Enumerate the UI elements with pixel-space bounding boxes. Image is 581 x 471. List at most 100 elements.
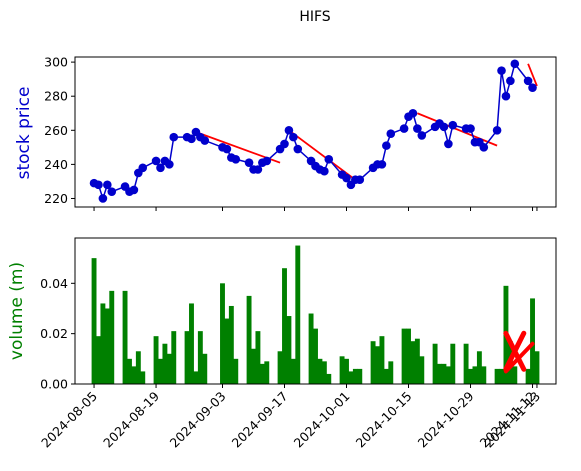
price-y-tick-label: 240 bbox=[44, 157, 68, 172]
price-point bbox=[222, 144, 232, 154]
volume-bar bbox=[352, 368, 358, 384]
volume-bar bbox=[445, 366, 451, 384]
price-y-tick-label: 280 bbox=[44, 89, 68, 104]
volume-bar bbox=[401, 328, 407, 384]
volume-bar bbox=[122, 290, 128, 384]
volume-bar bbox=[100, 303, 106, 384]
volume-bar bbox=[370, 341, 376, 384]
price-point bbox=[510, 59, 520, 69]
volume-y-tick-label: 0.04 bbox=[40, 276, 68, 291]
price-point bbox=[413, 124, 422, 133]
price-point bbox=[169, 132, 179, 142]
price-point bbox=[479, 143, 489, 152]
price-point bbox=[293, 144, 303, 154]
price-point bbox=[528, 83, 537, 92]
volume-bar bbox=[277, 351, 283, 384]
volume-series bbox=[91, 245, 540, 384]
volume-bar bbox=[153, 336, 159, 384]
volume-bar bbox=[441, 363, 447, 384]
volume-bar bbox=[109, 290, 115, 384]
price-series bbox=[89, 59, 537, 203]
volume-marker bbox=[503, 330, 535, 374]
price-point bbox=[98, 194, 108, 203]
price-point bbox=[466, 124, 475, 133]
price-point bbox=[151, 156, 161, 166]
volume-bar bbox=[344, 358, 349, 384]
price-point bbox=[444, 139, 453, 149]
volume-bar bbox=[494, 368, 500, 384]
volume-bar bbox=[379, 336, 385, 384]
volume-bar bbox=[468, 368, 473, 384]
price-point bbox=[408, 108, 418, 118]
volume-bar bbox=[135, 351, 141, 384]
price-point bbox=[386, 129, 396, 139]
price-point bbox=[342, 173, 351, 183]
volume-bar bbox=[525, 368, 531, 384]
price-point bbox=[324, 154, 334, 164]
price-y-tick-label: 300 bbox=[44, 55, 68, 70]
volume-bar bbox=[259, 363, 265, 384]
price-point bbox=[382, 141, 391, 150]
volume-bar bbox=[414, 338, 420, 384]
volume-bar bbox=[228, 305, 234, 384]
price-point bbox=[156, 163, 165, 173]
volume-bar bbox=[202, 353, 208, 384]
volume-bar bbox=[171, 331, 177, 384]
x-tick-label: 2024-11-13 bbox=[481, 389, 543, 451]
volume-axis-label: volume (m) bbox=[7, 262, 27, 360]
price-point bbox=[231, 154, 241, 164]
volume-bar bbox=[476, 351, 482, 384]
volume-bar bbox=[224, 318, 230, 384]
price-y-tick-label: 220 bbox=[44, 191, 68, 206]
price-point bbox=[497, 66, 506, 75]
volume-bar bbox=[437, 363, 442, 384]
volume-bar bbox=[534, 351, 540, 384]
price-point bbox=[103, 180, 112, 190]
volume-bar bbox=[140, 371, 146, 384]
price-point bbox=[501, 91, 511, 101]
volume-bar bbox=[313, 328, 318, 384]
volume-bar bbox=[463, 343, 469, 384]
volume-bar bbox=[317, 358, 323, 384]
price-point bbox=[417, 131, 427, 140]
price-point bbox=[138, 163, 148, 173]
volume-bar bbox=[410, 341, 416, 384]
price-panel: stock price 220 240 260 280 300 bbox=[14, 55, 557, 208]
price-point bbox=[244, 158, 254, 167]
volume-bar bbox=[220, 283, 225, 384]
price-point bbox=[439, 122, 449, 132]
price-point bbox=[200, 136, 210, 145]
volume-bar bbox=[286, 316, 292, 384]
x-tick-label: 2024-08-19 bbox=[100, 388, 162, 450]
volume-marker-cross bbox=[503, 330, 527, 372]
volume-bar bbox=[339, 356, 345, 384]
price-point bbox=[129, 185, 139, 195]
volume-bar bbox=[127, 358, 132, 384]
volume-bar bbox=[388, 361, 394, 384]
price-plot-frame bbox=[74, 56, 557, 208]
volume-bar bbox=[91, 258, 97, 384]
price-point bbox=[448, 120, 458, 130]
volume-bar bbox=[375, 346, 380, 384]
price-point bbox=[320, 166, 329, 176]
volume-bar bbox=[295, 245, 301, 384]
volume-y-tick-label: 0.00 bbox=[40, 377, 68, 392]
volume-bar bbox=[326, 373, 332, 384]
volume-y-axis: 0.00 0.02 0.04 bbox=[40, 276, 75, 392]
x-tick-label: 2024-09-17 bbox=[229, 389, 291, 451]
volume-bar bbox=[255, 331, 261, 384]
volume-bar bbox=[530, 298, 535, 384]
volume-panel: volume (m) 0.00 0.02 0.04 bbox=[7, 237, 557, 392]
volume-bar bbox=[233, 358, 239, 384]
volume-bar bbox=[432, 343, 438, 384]
volume-bar bbox=[383, 368, 389, 384]
price-point bbox=[523, 76, 533, 86]
price-point bbox=[165, 160, 174, 169]
volume-bar bbox=[189, 303, 194, 384]
volume-bar bbox=[162, 343, 168, 384]
price-point bbox=[94, 180, 103, 190]
volume-bar bbox=[290, 358, 296, 384]
volume-bar bbox=[348, 371, 354, 384]
volume-bar bbox=[499, 368, 504, 384]
